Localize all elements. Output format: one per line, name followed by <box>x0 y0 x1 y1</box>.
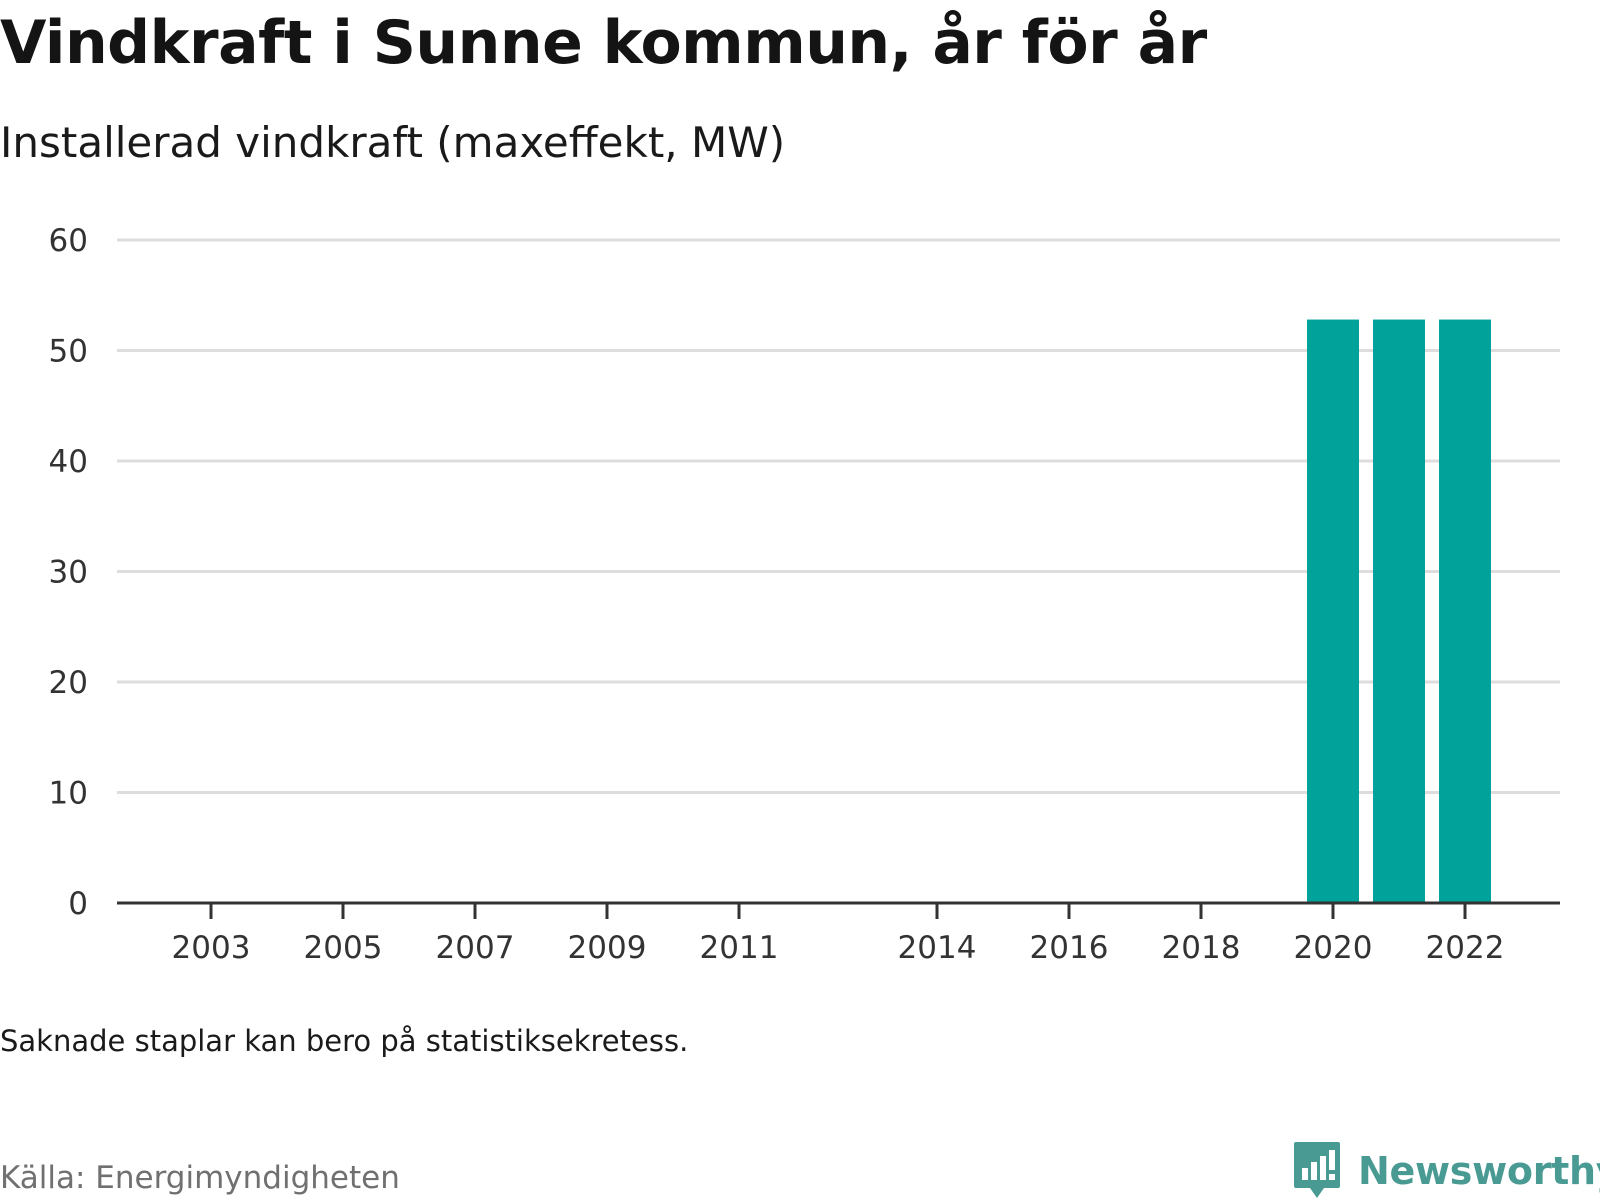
newsworthy-logo-icon <box>1294 1142 1340 1198</box>
y-tick-label-60: 60 <box>49 223 88 259</box>
x-tick-label-2005: 2005 <box>304 930 383 966</box>
x-tick-label-2007: 2007 <box>436 930 515 966</box>
x-axis <box>117 901 1560 919</box>
bar-2021 <box>1373 319 1425 903</box>
brand-logo: Newsworthy <box>1292 1140 1600 1202</box>
x-tick-label-2016: 2016 <box>1030 930 1109 966</box>
y-tick-label-10: 10 <box>49 776 88 812</box>
y-tick-label-40: 40 <box>49 444 88 480</box>
x-tick-label-2014: 2014 <box>898 930 977 966</box>
x-tick-label-2020: 2020 <box>1294 930 1373 966</box>
bar-2020 <box>1307 319 1359 903</box>
x-tick-label-2018: 2018 <box>1162 930 1241 966</box>
x-tick-labels: 2003 2005 2007 2009 2011 2014 2016 2018 2020 2022 <box>172 930 1505 966</box>
y-tick-label-50: 50 <box>49 334 88 370</box>
y-tick-label-20: 20 <box>49 665 88 701</box>
x-tick-label-2011: 2011 <box>700 930 779 966</box>
chart-subtitle: Installerad vindkraft (maxeffekt, MW) <box>0 118 786 167</box>
x-tick-label-2003: 2003 <box>172 930 251 966</box>
source-credit: Källa: Energimyndigheten <box>0 1160 400 1196</box>
x-tick-label-2022: 2022 <box>1426 930 1505 966</box>
chart-title: Vindkraft i Sunne kommun, år för år <box>0 8 1207 78</box>
brand-name: Newsworthy <box>1358 1149 1600 1193</box>
y-tick-labels: 0 10 20 30 40 50 60 <box>49 223 88 922</box>
footnote: Saknade staplar kan bero på statistiksek… <box>0 1024 689 1058</box>
y-tick-label-30: 30 <box>49 555 88 591</box>
y-tick-label-0: 0 <box>68 886 88 922</box>
bar-2022 <box>1439 319 1491 903</box>
x-tick-label-2009: 2009 <box>568 930 647 966</box>
bars <box>1307 319 1491 903</box>
